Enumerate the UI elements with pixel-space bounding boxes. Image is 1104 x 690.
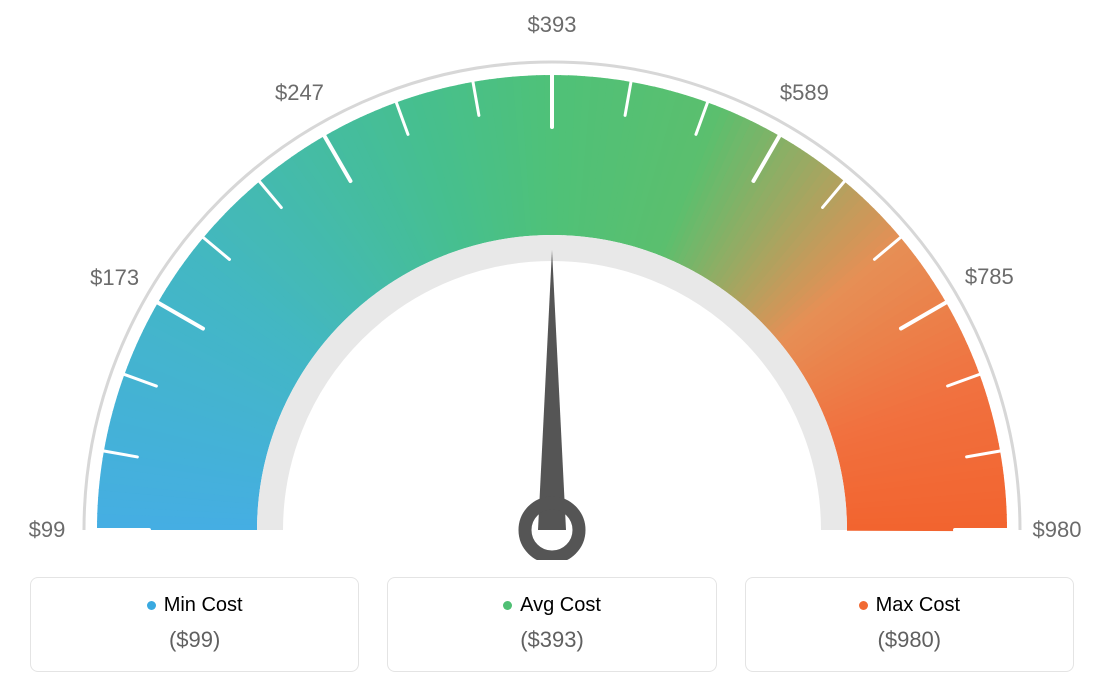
legend-value-avg: ($393) xyxy=(398,627,705,653)
gauge-tick-label: $247 xyxy=(275,80,324,106)
gauge-svg xyxy=(0,0,1104,560)
legend-label-min: Min Cost xyxy=(164,594,243,617)
legend-title-min: Min Cost xyxy=(147,594,243,617)
legend-value-max: ($980) xyxy=(756,627,1063,653)
legend-dot-min xyxy=(147,601,156,610)
legend-card-avg: Avg Cost ($393) xyxy=(387,577,716,672)
gauge-tick-label: $393 xyxy=(528,12,577,38)
legend-title-avg: Avg Cost xyxy=(503,594,601,617)
legend-row: Min Cost ($99) Avg Cost ($393) Max Cost … xyxy=(0,577,1104,672)
gauge-tick-label: $173 xyxy=(90,265,139,291)
gauge-tick-label: $589 xyxy=(780,80,829,106)
gauge-tick-label: $980 xyxy=(1033,517,1082,543)
legend-dot-max xyxy=(859,601,868,610)
legend-label-max: Max Cost xyxy=(876,594,960,617)
gauge-tick-label: $99 xyxy=(29,517,66,543)
gauge-chart: $99 $173 $247 $393 $589 $785 $980 xyxy=(0,0,1104,560)
legend-label-avg: Avg Cost xyxy=(520,594,601,617)
legend-title-max: Max Cost xyxy=(859,594,960,617)
legend-dot-avg xyxy=(503,601,512,610)
gauge-tick-label: $785 xyxy=(965,264,1014,290)
legend-card-max: Max Cost ($980) xyxy=(745,577,1074,672)
legend-card-min: Min Cost ($99) xyxy=(30,577,359,672)
legend-value-min: ($99) xyxy=(41,627,348,653)
